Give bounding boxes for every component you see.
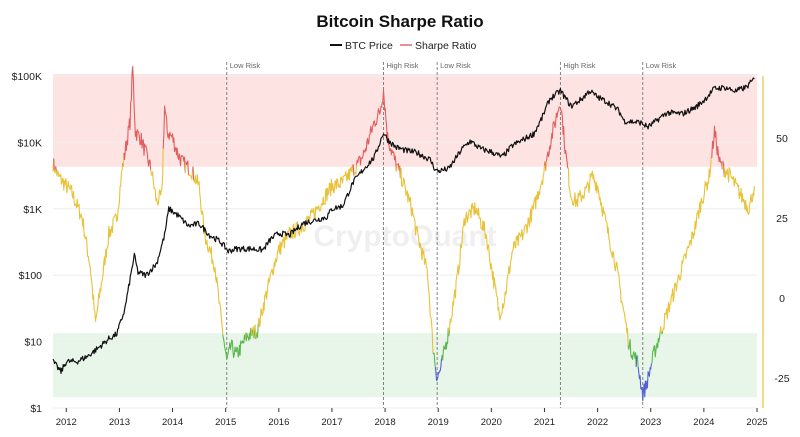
risk-marker-label: Low Risk: [230, 61, 261, 70]
sharpe-ratio-line: [55, 163, 124, 322]
x-tick-label: 2013: [109, 417, 130, 428]
sharpe-ratio-line: [637, 363, 652, 402]
sharpe-ratio-line: [162, 105, 186, 173]
y-left-tick-label: $100: [19, 270, 43, 282]
sharpe-ratio-line: [635, 355, 638, 367]
sharpe-ratio-line: [254, 324, 257, 340]
sharpe-ratio-line: [123, 66, 152, 170]
x-tick-label: 2020: [481, 417, 502, 428]
y-left-tick-label: $1K: [23, 204, 42, 216]
y-right-tick-label: 50: [776, 133, 788, 145]
sharpe-ratio-line: [650, 332, 661, 364]
sharpe-ratio-line: [636, 355, 639, 367]
x-tick-label: 2012: [56, 417, 77, 428]
y-right-tick-label: -25: [774, 373, 789, 385]
sharpe-ratio-line: [353, 164, 358, 177]
y-left-tick-label: $1: [30, 403, 42, 415]
sharpe-ratio-line: [245, 327, 252, 342]
sharpe-ratio-line: [440, 327, 449, 361]
sharpe-ratio-line: [661, 331, 664, 335]
sharpe-ratio-line: [662, 157, 712, 332]
btc-price-line: [52, 77, 755, 374]
y-left-tick-label: $10: [24, 337, 42, 349]
risk-marker-label: Low Risk: [646, 61, 677, 70]
chart-title: Bitcoin Sharpe Ratio: [316, 12, 483, 31]
sharpe-ratio-line: [434, 359, 443, 381]
high-risk-zone: [53, 74, 757, 167]
legend-item: BTC Price: [330, 40, 393, 52]
x-tick-label: 2024: [693, 417, 714, 428]
sharpe-ratio-line: [252, 326, 255, 339]
sharpe-ratio-line: [545, 161, 548, 171]
sharpe-ratio-line: [352, 164, 355, 177]
sharpe-ratio-line: [448, 330, 451, 337]
legend-item: Sharpe Ratio: [400, 40, 476, 52]
risk-marker-label: Low Risk: [440, 61, 471, 70]
legend-label: BTC Price: [345, 40, 393, 52]
x-tick-label: 2023: [640, 417, 661, 428]
x-tick-label: 2017: [321, 417, 342, 428]
risk-marker-label: High Risk: [563, 61, 595, 70]
sharpe-ratio-line: [192, 166, 195, 180]
sharpe-ratio-line: [723, 166, 755, 216]
x-tick-label: 2022: [587, 417, 608, 428]
sharpe-ratio-line: [711, 125, 723, 170]
x-tick-label: 2015: [215, 417, 236, 428]
sharpe-ratio-line: [53, 158, 55, 171]
sharpe-ratio-line: [395, 164, 398, 172]
sharpe-ratio-line: [432, 352, 436, 368]
watermark: CryptoQuant: [313, 220, 496, 253]
x-tick-label: 2014: [162, 417, 183, 428]
y-left-tick-label: $100K: [12, 71, 42, 83]
sharpe-ratio-line: [399, 167, 434, 353]
low-risk-zone: [53, 333, 757, 398]
x-tick-label: 2025: [746, 417, 767, 428]
sharpe-ratio-line: [188, 166, 194, 180]
x-tick-label: 2016: [268, 417, 289, 428]
sharpe-ratio-line: [545, 106, 569, 169]
y-right-tick-label: 0: [779, 293, 785, 305]
sharpe-ratio-line: [185, 160, 190, 176]
y-left-tick-label: $10K: [17, 137, 42, 149]
risk-marker-label: High Risk: [386, 61, 418, 70]
x-tick-label: 2018: [375, 417, 396, 428]
x-tick-label: 2021: [534, 417, 555, 428]
sharpe-ratio-line: [396, 163, 400, 171]
sharpe-ratio-line: [55, 166, 57, 172]
sharpe-ratio-line: [448, 165, 546, 331]
sharpe-ratio-line: [567, 167, 629, 346]
sharpe-ratio-line: [251, 330, 254, 337]
sharpe-ratio-line: [193, 173, 224, 335]
sharpe-ratio-line: [355, 89, 397, 172]
x-tick-label: 2019: [428, 417, 449, 428]
y-right-tick-label: 25: [776, 213, 788, 225]
legend-label: Sharpe Ratio: [415, 40, 476, 52]
sharpe-ratio-line: [150, 148, 164, 206]
sharpe-ratio-line: [257, 324, 259, 338]
sharpe-ratio-line: [627, 338, 637, 367]
sharpe-ratio-line: [222, 332, 247, 360]
